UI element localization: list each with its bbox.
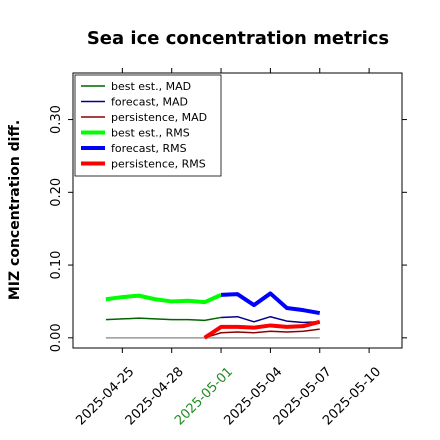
series-line: [105, 293, 222, 305]
legend-label: best est., RMS: [111, 127, 190, 140]
chart-title: Sea ice concentration metrics: [87, 28, 389, 49]
legend-label: best est., MAD: [111, 80, 191, 93]
legend-box: [74, 74, 222, 177]
series-line: [203, 319, 321, 340]
y-axis-label: MIZ concentration diff.: [7, 120, 23, 300]
series-line: [204, 328, 320, 339]
legend-label: persistence, MAD: [111, 111, 207, 124]
series-line: [220, 291, 321, 316]
y-tick-label: 0.20: [49, 178, 64, 207]
series-line: [221, 315, 320, 324]
plot-frame: [72, 72, 403, 349]
legend-label: persistence, RMS: [111, 158, 206, 171]
series-line: [105, 316, 222, 322]
y-tick-label: 0.30: [49, 105, 64, 134]
legend-label: forecast, MAD: [111, 96, 188, 109]
legend-label: forecast, RMS: [111, 142, 187, 155]
y-tick-label: 0.00: [49, 323, 64, 352]
y-tick-label: 0.10: [49, 251, 64, 280]
